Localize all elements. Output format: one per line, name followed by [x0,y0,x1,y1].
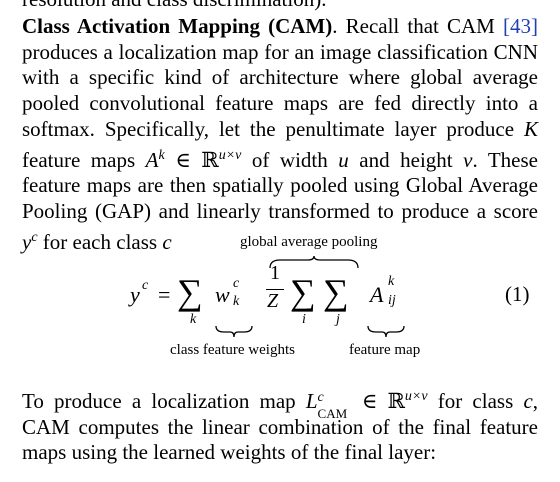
math-u: u [338,147,349,172]
math-sup: c [31,229,38,245]
index-k: k [190,312,197,327]
sum-j-symbol: ∑ [323,272,349,312]
math-sup: k [158,147,165,163]
math-sup: u×v [218,147,242,163]
weight-w: w [215,282,230,307]
equation-1: global average pooling y c = ∑ k w c k 1… [0,230,560,360]
fraction-bar [266,289,284,290]
math-in-R: ∈ ℝ [351,389,405,413]
equals-sign: = [158,282,171,307]
weight-sup-c: c [233,276,240,291]
label-global-average-pooling: global average pooling [240,234,378,250]
text-run: and height [348,147,464,172]
sum-k-symbol: ∑ [177,272,203,312]
index-j: j [336,312,340,327]
text-run: produces a localization map for an image… [22,39,538,141]
label-feature-map: feature map [349,342,421,358]
overbrace-icon [269,255,359,269]
underbrace-feature-map-icon [367,325,405,338]
math-L-sup: c [317,390,324,405]
equation-number: (1) [505,282,530,306]
text-run: for class [427,389,524,413]
text-run: To produce a localization map [22,389,306,413]
text-run: of width [241,147,339,172]
feature-A: A [370,282,384,307]
math-y: y [22,229,32,254]
citation-link[interactable]: [43] [502,14,538,38]
lhs-y: y [130,282,140,307]
previous-paragraph-cut-line: resolution and class discrimination). [22,0,326,11]
math-L-sub: CAM [317,406,348,421]
math-L-scripts: c CAM [318,390,352,421]
lhs-c: c [142,278,149,293]
math-sup: u×v [404,389,428,404]
weight-sub-k: k [233,294,240,309]
math-K: K [523,116,538,141]
math-c: c [523,389,533,413]
text-run: . Recall that CAM [332,14,503,38]
fraction-denominator: Z [267,290,279,312]
text-run: feature maps [22,147,146,172]
math-in-R: ∈ ℝ [164,147,219,172]
feature-sub-ij: ij [388,293,396,308]
math-L: L [305,389,318,413]
math-c: c [162,229,172,254]
section-heading: Class Activation Mapping (CAM) [22,14,333,38]
text-run: for each class [37,229,163,254]
text-run: . These feature maps are then spatially … [22,147,538,223]
index-i: i [302,312,306,327]
fraction-numerator: 1 [270,262,280,284]
cam-paragraph: Class Activation Mapping (CAM). Recall t… [22,14,538,255]
math-A: A [145,147,159,172]
underbrace-weights-icon [215,325,253,338]
sum-i-symbol: ∑ [290,272,316,312]
text-run: , CAM computes the linear combination of… [22,389,539,465]
feature-sup-k: k [388,274,395,289]
math-v: v [463,147,473,172]
label-class-feature-weights: class feature weights [170,342,295,358]
